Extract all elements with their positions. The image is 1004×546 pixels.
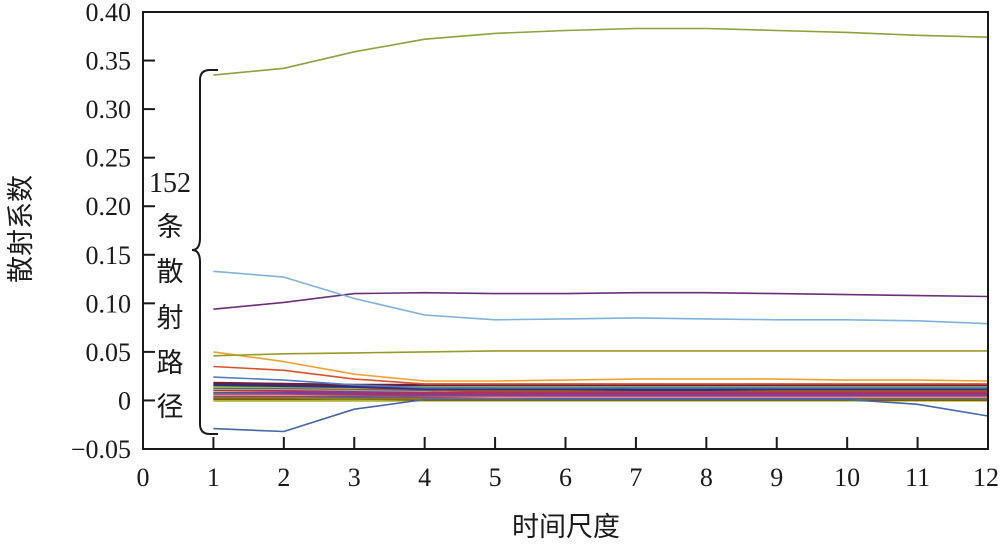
x-tick-label: 2: [277, 463, 290, 492]
y-tick-label: 0.10: [86, 289, 132, 318]
brace-bracket: [191, 69, 218, 435]
x-tick-label: 3: [348, 463, 361, 492]
series-line-path-olive: [213, 350, 988, 357]
x-tick-label: 12: [973, 463, 999, 492]
x-tick-label: 1: [207, 463, 220, 492]
series-line-path-blue: [213, 270, 989, 325]
y-axis-title: 散射系数: [6, 175, 37, 283]
x-tick-label: 7: [629, 463, 642, 492]
series-lines: [213, 27, 989, 433]
annotation-char-4: 路: [157, 348, 184, 379]
x-axis-title: 时间尺度: [512, 512, 620, 543]
series-line-band-2: [213, 383, 988, 391]
series-line-path-orange: [213, 351, 989, 382]
series-line-path-top: [213, 27, 989, 76]
series-line-path-steelblue: [213, 376, 988, 389]
x-tick-label: 5: [489, 463, 502, 492]
x-tick-label: 6: [559, 463, 572, 492]
y-tick-label: 0.30: [86, 95, 132, 124]
x-tick-labels: 0 1 2 3 4 5 6 7 8 9 10 11 12: [137, 463, 1000, 492]
series-line-band-6: [213, 388, 988, 394]
y-tick-label: 0.40: [86, 0, 132, 27]
series-line-path-purple: [213, 291, 989, 310]
x-tick-label: 11: [905, 463, 930, 492]
y-tick-label: 0: [118, 386, 131, 415]
annotation-char-2: 散: [157, 257, 184, 288]
x-tick-label: 4: [418, 463, 431, 492]
y-tick-label: −0.05: [71, 435, 131, 464]
annotation-char-3: 射: [157, 303, 184, 334]
y-tick-label: 0.25: [86, 144, 132, 173]
axis-ticks: [143, 11, 919, 450]
series-line-path-negative: [213, 398, 989, 433]
y-tick-label: 0.35: [86, 47, 132, 76]
annotation-char-5: 径: [157, 392, 184, 423]
x-tick-label: 8: [700, 463, 713, 492]
y-tick-label: 0.05: [86, 338, 132, 367]
annotation-char-1: 条: [157, 212, 184, 243]
y-tick-label: 0.15: [86, 241, 132, 270]
series-line-path-red: [213, 365, 988, 385]
x-tick-label: 9: [770, 463, 783, 492]
y-tick-labels: 0.40 0.35 0.30 0.25 0.20 0.15 0.10 0.05 0 −0.05: [71, 0, 131, 464]
y-tick-label: 0.20: [86, 192, 132, 221]
x-tick-label: 0: [137, 463, 150, 492]
annotation-count: 152: [149, 168, 191, 199]
series-line-band-8: [213, 390, 988, 396]
x-tick-label: 10: [834, 463, 860, 492]
